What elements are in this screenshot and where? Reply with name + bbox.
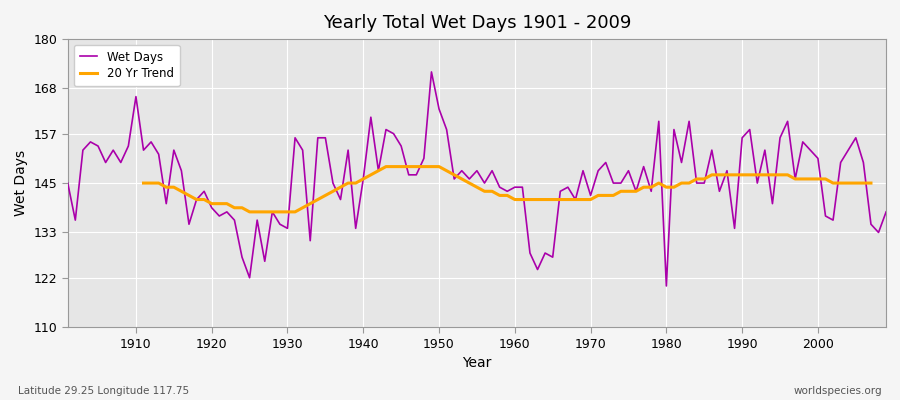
20 Yr Trend [570,197,580,202]
Line: Wet Days: Wet Days [68,72,886,286]
Wet Days [290,135,301,140]
Wet Days [123,144,134,148]
20 Yr Trend [714,172,724,177]
Text: Latitude 29.25 Longitude 117.75: Latitude 29.25 Longitude 117.75 [18,386,189,396]
Wet Days [509,185,520,190]
20 Yr Trend [244,210,255,214]
20 Yr Trend [381,164,392,169]
Wet Days [426,70,436,74]
Wet Days [608,181,618,186]
Wet Days [62,181,73,186]
Wet Days [661,284,671,288]
Wet Days [881,210,892,214]
20 Yr Trend [161,185,172,190]
20 Yr Trend [335,185,346,190]
Text: worldspecies.org: worldspecies.org [794,386,882,396]
20 Yr Trend [866,181,877,186]
Title: Yearly Total Wet Days 1901 - 2009: Yearly Total Wet Days 1901 - 2009 [323,14,631,32]
Wet Days [335,197,346,202]
Line: 20 Yr Trend: 20 Yr Trend [143,167,871,212]
Wet Days [517,185,527,190]
20 Yr Trend [138,181,148,186]
Legend: Wet Days, 20 Yr Trend: Wet Days, 20 Yr Trend [74,45,180,86]
Y-axis label: Wet Days: Wet Days [14,150,28,216]
20 Yr Trend [517,197,527,202]
20 Yr Trend [191,197,202,202]
X-axis label: Year: Year [463,356,491,370]
